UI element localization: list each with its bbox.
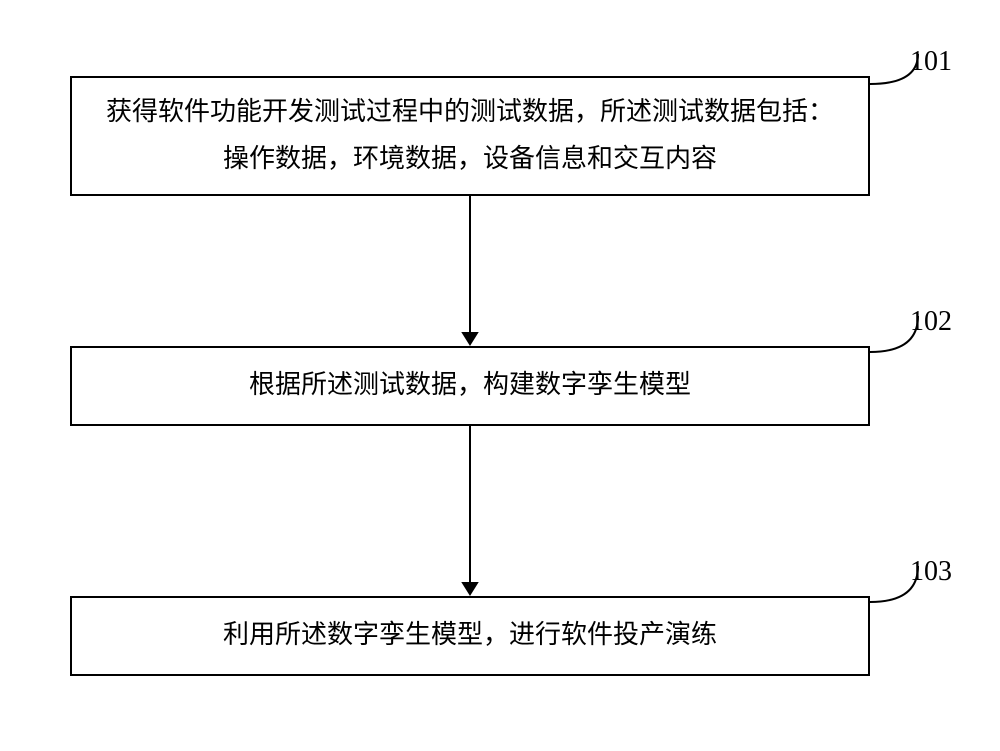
node-text: 获得软件功能开发测试过程中的测试数据，所述测试数据包括：操作数据，环境数据，设备…	[96, 89, 844, 183]
flowchart-node-step2: 根据所述测试数据，构建数字孪生模型	[70, 346, 870, 426]
flow-arrow-1	[456, 426, 484, 598]
node-text: 利用所述数字孪生模型，进行软件投产演练	[223, 612, 717, 659]
node-label-step2: 102	[910, 306, 952, 338]
flow-arrow-0	[456, 196, 484, 348]
node-text: 根据所述测试数据，构建数字孪生模型	[249, 362, 691, 409]
flowchart-container: 获得软件功能开发测试过程中的测试数据，所述测试数据包括：操作数据，环境数据，设备…	[50, 36, 950, 716]
flowchart-node-step3: 利用所述数字孪生模型，进行软件投产演练	[70, 596, 870, 676]
flowchart-node-step1: 获得软件功能开发测试过程中的测试数据，所述测试数据包括：操作数据，环境数据，设备…	[70, 76, 870, 196]
node-label-step1: 101	[910, 46, 952, 78]
node-label-step3: 103	[910, 556, 952, 588]
